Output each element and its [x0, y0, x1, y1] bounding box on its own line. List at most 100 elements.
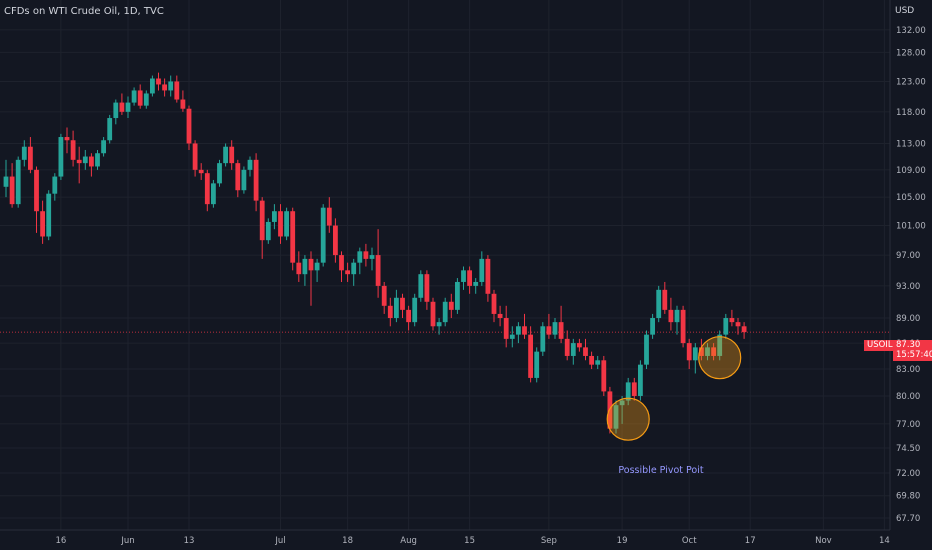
candle — [40, 200, 45, 244]
candle — [516, 322, 521, 344]
candle-body — [503, 318, 509, 339]
candle-body — [107, 118, 113, 141]
candle — [180, 90, 186, 112]
candle — [320, 204, 326, 267]
candle-body — [131, 90, 137, 103]
candle-body — [735, 322, 741, 327]
candle-body — [76, 159, 82, 164]
candle-body — [174, 81, 180, 100]
candle-body — [461, 270, 466, 282]
candle-body — [680, 309, 686, 344]
candle-body — [473, 281, 479, 286]
time-tick-label: Sep — [541, 536, 557, 546]
price-tick-label: 97.00 — [896, 251, 920, 261]
candle-body — [406, 309, 411, 323]
candle — [326, 197, 332, 233]
candle — [613, 400, 619, 434]
candle — [107, 114, 113, 144]
candle-body — [34, 169, 39, 212]
candle — [528, 326, 533, 383]
time-tick-label: 17 — [745, 536, 756, 546]
chart-grid — [0, 0, 890, 530]
candle — [363, 243, 369, 267]
candle-body — [400, 297, 405, 310]
candle — [644, 330, 649, 370]
time-tick-label: Jun — [120, 536, 134, 546]
candle-body — [717, 334, 723, 356]
candle — [699, 338, 704, 361]
candle-body — [58, 137, 64, 177]
candle-body — [82, 156, 88, 164]
currency-label[interactable]: USD — [895, 6, 915, 16]
candle-body — [491, 293, 497, 314]
candle-body — [723, 318, 729, 335]
candle-body — [9, 176, 15, 205]
price-tick-label: 69.80 — [896, 492, 920, 502]
candle-body — [705, 347, 710, 356]
pivot-circle-highlight[interactable] — [606, 397, 650, 441]
pivot-point-label: Possible Pivot Poit — [618, 465, 703, 476]
candle-body — [534, 351, 540, 378]
candle-body — [577, 343, 582, 348]
chart-title[interactable]: CFDs on WTI Crude Oil, 1D, TVC — [4, 6, 164, 17]
candle-body — [711, 347, 716, 356]
symbol-badge: USOIL — [864, 340, 896, 351]
candle-body — [448, 301, 454, 310]
price-tick-label: 118.00 — [896, 108, 926, 118]
candle — [357, 247, 363, 275]
candle-body — [101, 140, 106, 154]
candle-body — [217, 163, 222, 184]
candle — [729, 309, 735, 327]
candle-body — [247, 159, 253, 170]
candle-body — [168, 81, 174, 91]
time-tick-label: Nov — [815, 536, 832, 546]
price-tick-label: 74.50 — [896, 444, 920, 454]
candle-body — [552, 322, 558, 335]
annotation-layer[interactable] — [606, 336, 742, 441]
candle — [534, 347, 540, 383]
candle — [674, 305, 680, 335]
price-tick-label: 93.00 — [896, 282, 920, 292]
candle — [400, 293, 405, 319]
candle — [192, 140, 198, 177]
candle-body — [52, 176, 58, 194]
candle-body — [125, 102, 131, 112]
price-tick-label: 113.00 — [896, 139, 926, 149]
candle-body — [21, 146, 27, 160]
candle-body — [314, 262, 320, 271]
candle — [113, 99, 119, 125]
candle — [247, 156, 253, 177]
candle-body — [516, 326, 521, 335]
candle-body — [150, 78, 155, 94]
candle-body — [570, 343, 576, 356]
candle — [314, 258, 320, 282]
candle — [479, 251, 485, 286]
pivot-circle-highlight[interactable] — [698, 336, 742, 380]
candle-body — [644, 334, 649, 365]
candle — [503, 305, 509, 348]
candle-body — [522, 326, 527, 335]
price-axis-background[interactable] — [890, 0, 932, 550]
price-tick-label: 109.00 — [896, 166, 926, 176]
candle — [735, 318, 741, 335]
candle — [583, 338, 588, 361]
candle — [119, 93, 125, 115]
candle — [272, 204, 277, 230]
price-tick-label: 128.00 — [896, 48, 926, 58]
candle — [509, 326, 515, 348]
candle — [290, 207, 296, 271]
bar-countdown-badge: 15:57:40 — [893, 350, 932, 361]
price-tick-label: 67.70 — [896, 514, 920, 524]
candle-body — [729, 318, 735, 323]
candle — [558, 305, 564, 344]
candle — [601, 355, 607, 396]
candle-body — [699, 347, 704, 356]
candle-body — [192, 143, 198, 170]
candle-body — [387, 305, 393, 319]
candle-body — [656, 289, 662, 319]
candle — [284, 207, 289, 241]
candle — [607, 386, 613, 434]
candle — [619, 395, 625, 424]
candle — [577, 338, 582, 352]
